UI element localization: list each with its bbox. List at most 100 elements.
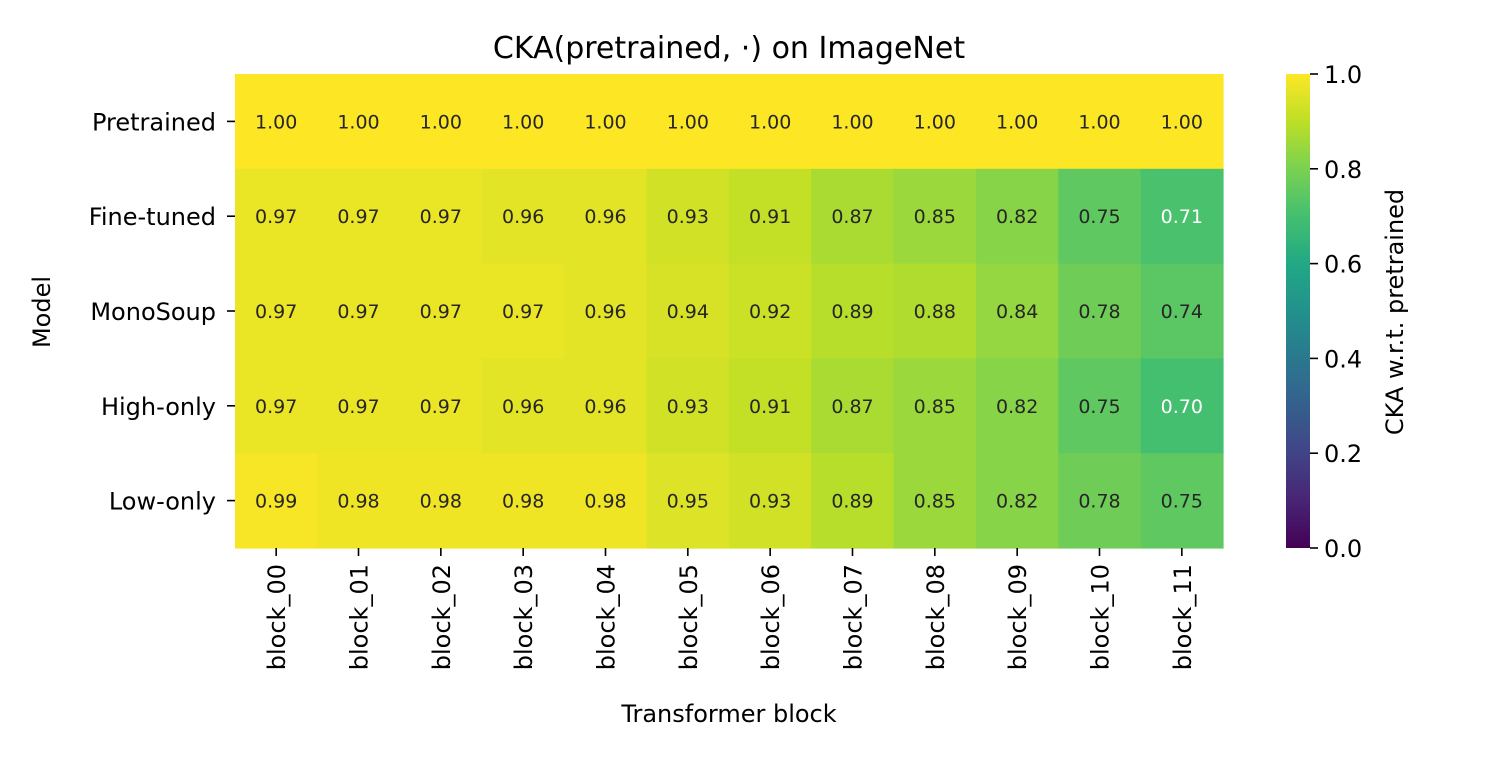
heatmap-cell <box>811 453 895 549</box>
heatmap-cell <box>482 358 565 454</box>
colorbar-tick-label: 1.0 <box>1324 61 1362 89</box>
colorbar-tick-label: 0.6 <box>1324 251 1362 279</box>
heatmap-cell <box>399 453 483 549</box>
cell-value-label: 0.97 <box>420 206 462 228</box>
cell-value-label: 0.97 <box>502 301 544 323</box>
cell-value-label: 0.71 <box>1161 206 1203 228</box>
heatmap-cell <box>1140 74 1224 170</box>
x-tick-label: block_00 <box>263 564 291 670</box>
cell-value-label: 0.78 <box>1078 491 1120 513</box>
cell-value-label: 0.96 <box>584 301 626 323</box>
x-axis-ticks: block_00 block_01 block_02 block_03 block_04… <box>263 548 1197 670</box>
heatmap-cell <box>1058 358 1142 454</box>
cell-value-label: 0.88 <box>914 301 956 323</box>
cell-value-label: 0.97 <box>337 396 379 418</box>
heatmap-cell <box>646 358 730 454</box>
cell-value-label: 0.97 <box>255 301 297 323</box>
heatmap-cell <box>564 74 648 170</box>
x-tick-label: block_09 <box>1004 564 1032 670</box>
heatmap-cell <box>976 263 1059 359</box>
heatmap-cell <box>729 453 812 549</box>
heatmap-cells: 1.00 1.00 1.00 1.00 1.00 1.00 1.00 1.00 1.00 1.00… <box>235 74 1224 549</box>
cell-value-label: 1.00 <box>1078 111 1120 133</box>
x-axis-label: Transformer block <box>620 700 836 728</box>
cell-value-label: 0.98 <box>502 491 544 513</box>
cell-value-label: 0.95 <box>667 491 709 513</box>
cell-value-label: 0.92 <box>749 301 791 323</box>
heatmap-cell <box>893 168 977 265</box>
y-tick-label: Fine-tuned <box>89 203 216 231</box>
heatmap-cell <box>729 74 812 170</box>
cell-value-label: 0.85 <box>914 491 956 513</box>
x-tick-label: block_06 <box>757 564 785 670</box>
cell-value-label: 0.82 <box>996 206 1038 228</box>
y-axis-label: Model <box>28 276 56 348</box>
heatmap-cell <box>235 453 318 549</box>
cell-value-label: 1.00 <box>584 111 626 133</box>
x-tick-label: block_05 <box>675 564 703 670</box>
heatmap-cell <box>893 453 977 549</box>
heatmap-cell <box>1140 263 1224 359</box>
cell-value-label: 1.00 <box>1161 111 1203 133</box>
colorbar-gradient <box>1286 74 1310 548</box>
cell-value-label: 0.85 <box>914 206 956 228</box>
cell-value-label: 0.78 <box>1078 301 1120 323</box>
cell-value-label: 0.96 <box>502 396 544 418</box>
heatmap-cell <box>482 263 565 359</box>
heatmap-cell <box>1140 358 1224 454</box>
colorbar-tick-label: 0.0 <box>1324 535 1362 563</box>
colorbar-tick-label: 0.4 <box>1324 345 1362 373</box>
heatmap-cell <box>893 263 977 359</box>
heatmap-cell <box>1058 74 1142 170</box>
colorbar-tick-label: 0.2 <box>1324 440 1362 468</box>
heatmap-cell <box>976 453 1059 549</box>
heatmap-cell <box>235 263 318 359</box>
heatmap-cell <box>482 453 565 549</box>
cell-value-label: 0.97 <box>255 396 297 418</box>
colorbar-label: CKA w.r.t. pretrained <box>1381 189 1409 435</box>
cell-value-label: 0.98 <box>584 491 626 513</box>
heatmap-cell <box>399 74 483 170</box>
heatmap-cell <box>811 168 895 265</box>
heatmap-cell <box>1140 453 1224 549</box>
heatmap-cell <box>399 168 483 265</box>
cell-value-label: 0.75 <box>1078 396 1120 418</box>
cell-value-label: 0.96 <box>584 206 626 228</box>
heatmap-cell <box>564 263 648 359</box>
heatmap-cell <box>976 168 1059 265</box>
heatmap-cell <box>1140 168 1224 265</box>
cell-value-label: 1.00 <box>749 111 791 133</box>
heatmap-cell <box>317 358 401 454</box>
cell-value-label: 0.98 <box>337 491 379 513</box>
cell-value-label: 0.91 <box>749 396 791 418</box>
heatmap-cell <box>317 263 401 359</box>
heatmap-cell <box>564 453 648 549</box>
x-tick-label: block_01 <box>346 564 374 670</box>
heatmap-cell <box>646 263 730 359</box>
x-tick-label: block_10 <box>1087 564 1115 670</box>
cell-value-label: 0.82 <box>996 396 1038 418</box>
heatmap-cell <box>399 263 483 359</box>
cell-value-label: 0.97 <box>337 206 379 228</box>
heatmap-cell <box>1058 168 1142 265</box>
cell-value-label: 0.93 <box>667 396 709 418</box>
heatmap-cell <box>893 358 977 454</box>
heatmap-cell <box>646 168 730 265</box>
cell-value-label: 0.87 <box>831 206 873 228</box>
y-tick-label: Low-only <box>109 488 216 516</box>
cell-value-label: 1.00 <box>255 111 297 133</box>
heatmap-cell <box>811 263 895 359</box>
heatmap-cell <box>564 168 648 265</box>
heatmap-cell <box>811 74 895 170</box>
cell-value-label: 0.89 <box>831 491 873 513</box>
cell-value-label: 0.99 <box>255 491 297 513</box>
cell-value-label: 1.00 <box>996 111 1038 133</box>
heatmap-cell <box>729 358 812 454</box>
cell-value-label: 0.84 <box>996 301 1038 323</box>
cell-value-label: 1.00 <box>420 111 462 133</box>
heatmap-cell <box>729 168 812 265</box>
cell-value-label: 0.89 <box>831 301 873 323</box>
heatmap-cell <box>976 358 1059 454</box>
cell-value-label: 1.00 <box>502 111 544 133</box>
x-tick-label: block_02 <box>428 564 456 670</box>
